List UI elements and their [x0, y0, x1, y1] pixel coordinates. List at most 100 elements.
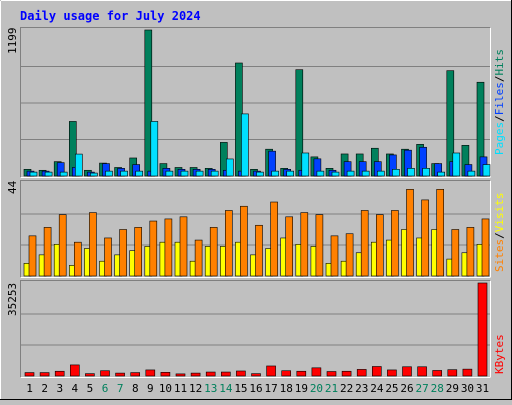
- pages-bar: [452, 152, 461, 177]
- pages-bar: [286, 170, 295, 177]
- hits-panel-legend: Pages/Files/Hits: [493, 49, 506, 155]
- visits-bar: [481, 218, 490, 277]
- visits-bar: [436, 189, 445, 277]
- visits-bar: [240, 205, 248, 277]
- legend-visits: Visits: [493, 193, 506, 233]
- kbytes-bar: [175, 373, 186, 377]
- visits-panel-legend: Sites/Visits: [493, 193, 506, 273]
- x-tick-label: 27: [416, 382, 429, 395]
- bar-marks: [23, 29, 491, 377]
- visits-bar: [89, 212, 97, 277]
- kbytes-bar: [251, 373, 261, 377]
- kbytes-bar: [447, 369, 458, 377]
- x-tick-label: 3: [56, 382, 63, 395]
- legend-separator: /: [493, 115, 506, 122]
- pages-bar: [316, 170, 325, 177]
- visits-bar: [164, 218, 173, 277]
- kbytes-bar: [341, 370, 352, 377]
- x-tick-label: 17: [265, 382, 278, 395]
- kbytes-bar: [160, 372, 171, 377]
- visits-bar: [225, 210, 233, 277]
- visits-bar: [255, 224, 263, 277]
- x-tick-label: 13: [204, 382, 217, 395]
- kbytes-ymax-label: 35253: [6, 283, 19, 316]
- kbytes-bar: [402, 366, 412, 377]
- kbytes-bar: [205, 371, 216, 377]
- x-tick-label: 8: [132, 382, 139, 395]
- x-tick-label: 24: [370, 382, 384, 395]
- x-tick-label: 7: [117, 382, 124, 395]
- pages-bar: [482, 164, 491, 177]
- pages-bar: [256, 171, 264, 177]
- kbytes-bar: [281, 370, 292, 377]
- kbytes-bar: [311, 367, 322, 377]
- kbytes-bar: [130, 372, 140, 377]
- kbytes-bar: [100, 370, 110, 377]
- pages-bar: [59, 171, 68, 177]
- x-tick-label: 28: [431, 382, 444, 395]
- visits-bar: [466, 227, 475, 277]
- visits-bar: [375, 214, 384, 277]
- pages-bar: [376, 170, 385, 177]
- kbytes-bar: [462, 368, 473, 377]
- visits-bar: [421, 199, 429, 277]
- x-tick-label: 16: [249, 382, 262, 395]
- kbytes-bar: [296, 370, 307, 377]
- pages-bar: [422, 168, 430, 177]
- x-axis-day-labels: 1 2 3 4 5 6 7 8 9 10 11 12 13 14 15 16 17 18 19 20 21 22 23 24 2…: [26, 382, 489, 395]
- visits-bar: [406, 189, 414, 277]
- hits-ymax-label: 1199: [6, 28, 19, 55]
- kbytes-bar: [24, 372, 35, 377]
- pages-bar: [90, 172, 98, 177]
- pages-bar: [105, 170, 113, 177]
- visits-bar: [104, 237, 112, 277]
- x-tick-label: 23: [355, 382, 368, 395]
- visits-ymax-label: 44: [6, 180, 19, 194]
- kbytes-bar: [221, 371, 231, 377]
- legend-separator: /: [493, 232, 506, 239]
- legend-kbytes: KBytes: [493, 334, 506, 374]
- pages-bar: [392, 169, 400, 177]
- kbytes-bar: [70, 364, 80, 377]
- visits-bar: [285, 216, 294, 277]
- visits-bar: [119, 229, 127, 277]
- pages-bar: [195, 170, 204, 177]
- pages-bar: [165, 170, 174, 177]
- pages-bar: [226, 158, 234, 177]
- x-tick-label: 31: [476, 382, 489, 395]
- pages-bar: [467, 170, 476, 177]
- pages-bar: [75, 153, 83, 177]
- x-tick-label: 21: [325, 382, 338, 395]
- pages-bar: [150, 121, 159, 177]
- pages-bar: [120, 170, 128, 177]
- legend-separator: /: [493, 76, 506, 83]
- x-tick-label: 22: [340, 382, 353, 395]
- visits-bar: [43, 227, 52, 277]
- kbytes-bar: [356, 369, 367, 377]
- visits-bar: [149, 220, 158, 277]
- pages-bar: [210, 170, 219, 177]
- visits-bar: [194, 239, 203, 277]
- kbytes-bar: [54, 370, 65, 377]
- pages-bar: [271, 170, 279, 177]
- gridlines: [21, 66, 490, 346]
- pages-bar: [44, 171, 53, 177]
- visits-bar: [360, 210, 369, 277]
- kbytes-bar: [432, 370, 443, 377]
- x-tick-label: 12: [189, 382, 202, 395]
- kbytes-bar: [417, 366, 427, 377]
- visits-bar: [74, 241, 82, 277]
- pages-bar: [29, 171, 38, 177]
- kbytes-bar: [236, 370, 246, 377]
- visits-bar: [209, 227, 218, 277]
- kbytes-bar: [387, 369, 397, 377]
- pages-bar: [180, 170, 189, 177]
- kbytes-bar: [115, 372, 125, 377]
- x-tick-label: 30: [461, 382, 474, 395]
- x-tick-label: 6: [102, 382, 109, 395]
- chart-title: Daily usage for July 2024: [20, 9, 201, 23]
- kbytes-bar: [190, 372, 201, 377]
- pages-bar: [301, 152, 310, 177]
- pages-bar: [361, 170, 370, 177]
